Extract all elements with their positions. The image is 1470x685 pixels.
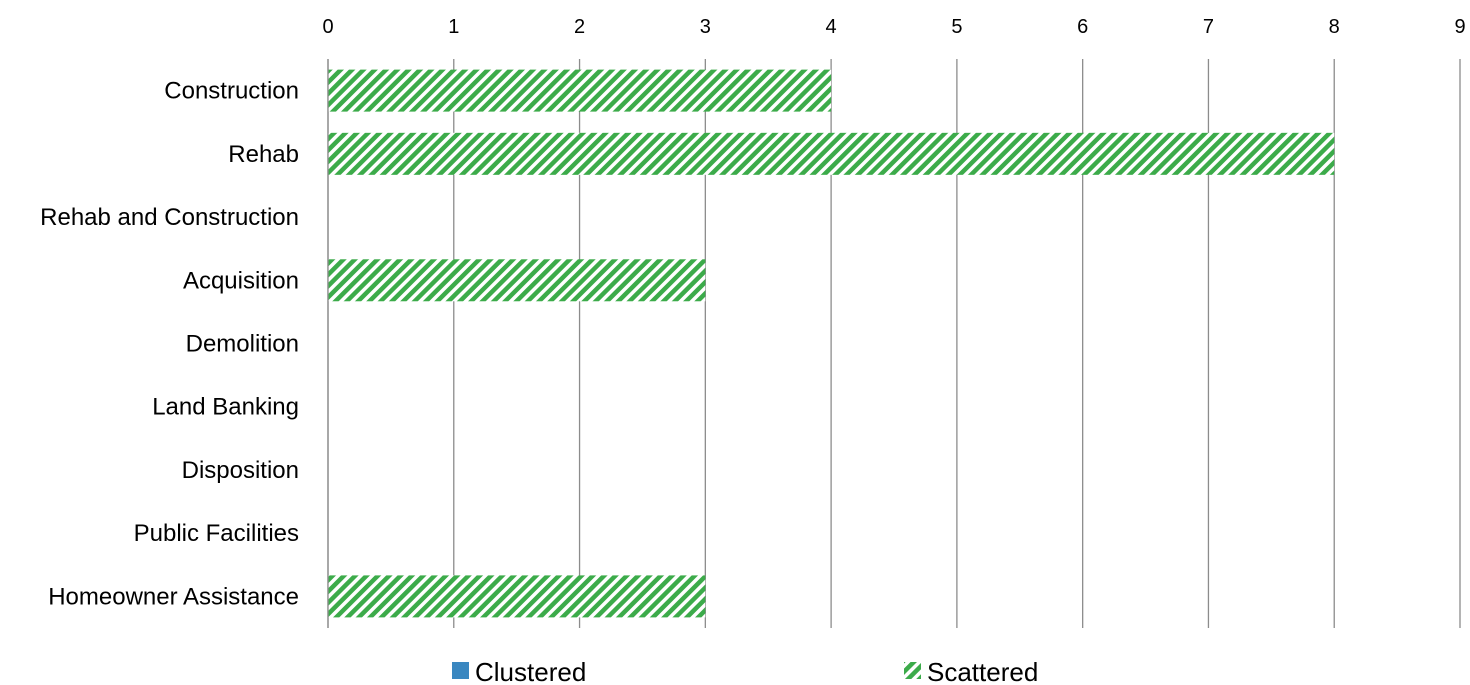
x-tick-label: 8: [1329, 16, 1340, 38]
category-label: Rehab: [228, 141, 299, 168]
category-label: Public Facilities: [134, 520, 299, 547]
bars: [328, 69, 1335, 618]
x-tick-label: 9: [1454, 16, 1465, 38]
category-label: Rehab and Construction: [40, 204, 299, 231]
category-label: Land Banking: [152, 394, 299, 421]
legend-label: Clustered: [475, 657, 586, 685]
x-tick-label: 2: [574, 16, 585, 38]
x-tick-label: 0: [322, 16, 333, 38]
bar: [328, 259, 706, 302]
x-tick-label: 7: [1203, 16, 1214, 38]
bar: [328, 575, 706, 618]
legend-swatch: [904, 662, 921, 679]
legend-label: Scattered: [927, 657, 1038, 685]
category-label: Acquisition: [183, 267, 299, 294]
category-axis-labels: Construction Rehab Rehab and Construction A…: [40, 78, 299, 611]
category-label: Demolition: [186, 331, 299, 358]
category-label: Disposition: [182, 457, 299, 484]
legend: Clustered Scattered: [452, 657, 1038, 685]
x-tick-label: 1: [448, 16, 459, 38]
x-tick-label: 4: [826, 16, 837, 38]
x-tick-label: 6: [1077, 16, 1088, 38]
bar: [328, 69, 832, 112]
legend-swatch: [452, 662, 469, 679]
category-label: Homeowner Assistance: [48, 583, 299, 610]
category-label: Construction: [164, 78, 299, 105]
plot-area: [327, 59, 1461, 628]
x-axis-tick-labels: 0 1 2 3 4 5 6 7 8 9: [322, 16, 1465, 38]
x-tick-label: 3: [700, 16, 711, 38]
bar: [328, 132, 1335, 175]
x-tick-label: 5: [951, 16, 962, 38]
